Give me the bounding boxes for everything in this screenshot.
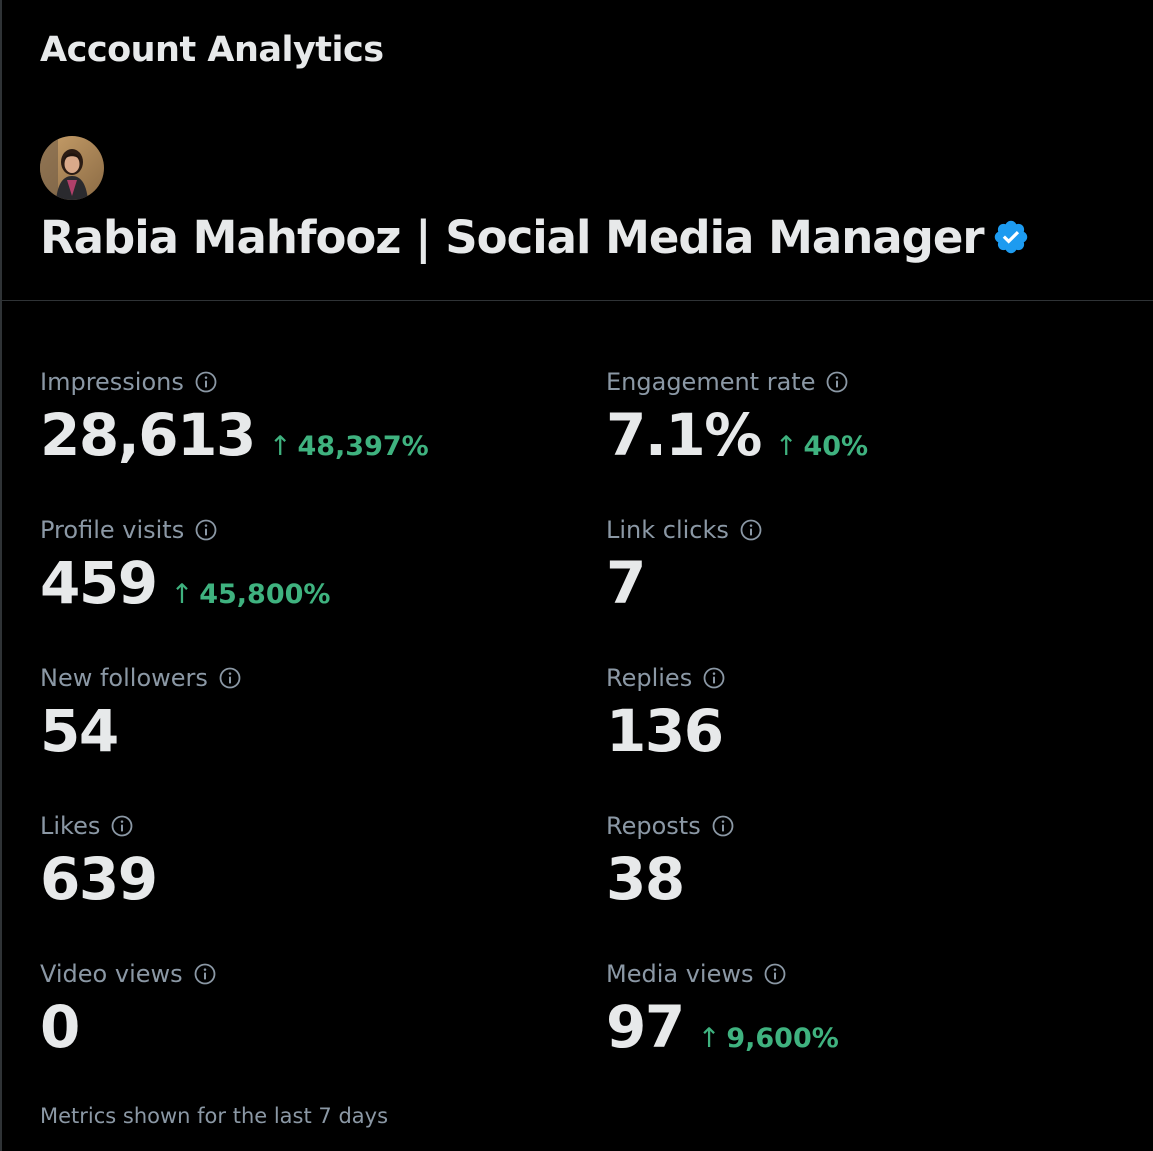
metric-profile-visits: Profile visits 459 ↑ 45,800% [40,514,560,616]
metric-value-row: 136 [606,698,1126,764]
metric-new-followers: New followers 54 [40,662,560,764]
metric-change: ↑ 45,800% [171,579,331,610]
metric-label-row: Impressions [40,366,560,398]
avatar-photo [40,136,104,200]
metric-label: Replies [606,664,693,692]
metric-value: 459 [40,549,158,617]
info-icon[interactable] [825,370,849,394]
metric-value-row: 639 [40,846,560,912]
section-divider [2,300,1153,301]
metric-value-row: 54 [40,698,560,764]
metric-label-row: New followers [40,662,560,694]
metric-value: 97 [606,993,685,1061]
arrow-up-icon: ↑ [268,431,292,462]
info-icon[interactable] [702,666,726,690]
metric-change-value: 45,800% [199,579,331,610]
metric-label: Impressions [40,368,184,396]
metric-impressions: Impressions 28,613 ↑ 48,397% [40,366,560,468]
metric-value: 136 [606,697,724,765]
metric-label-row: Reposts [606,810,1126,842]
metric-label-row: Video views [40,958,560,990]
metric-media-views: Media views 97 ↑ 9,600% [606,958,1126,1060]
metric-label: Engagement rate [606,368,816,396]
verified-badge-icon [992,218,1030,256]
metric-label: Likes [40,812,101,840]
metric-change-value: 48,397% [297,431,429,462]
metric-label: New followers [40,664,208,692]
metric-label-row: Media views [606,958,1126,990]
info-icon[interactable] [193,962,217,986]
metric-value: 639 [40,845,158,913]
info-icon[interactable] [218,666,242,690]
metric-value: 28,613 [40,401,256,469]
metric-change: ↑ 48,397% [269,431,429,462]
info-icon[interactable] [763,962,787,986]
metric-label-row: Engagement rate [606,366,1126,398]
metrics-period-note: Metrics shown for the last 7 days [40,1104,389,1128]
metric-label: Reposts [606,812,701,840]
metric-value-row: 0 [40,994,560,1060]
metric-change: ↑ 40% [775,431,868,462]
metric-value: 7.1% [606,401,762,469]
metric-change-value: 9,600% [726,1023,839,1054]
metric-link-clicks: Link clicks 7 [606,514,1126,616]
info-icon[interactable] [194,370,218,394]
metric-value: 7 [606,549,646,617]
account-header: Rabia Mahfooz | Social Media Manager [40,205,1030,269]
arrow-up-icon: ↑ [697,1023,721,1054]
metric-video-views: Video views 0 [40,958,560,1060]
metric-value-row: 7.1% ↑ 40% [606,402,1126,468]
metric-engagement-rate: Engagement rate 7.1% ↑ 40% [606,366,1126,468]
avatar[interactable] [40,136,104,200]
arrow-up-icon: ↑ [774,431,798,462]
metric-likes: Likes 639 [40,810,560,912]
metric-label: Media views [606,960,754,988]
metric-label-row: Likes [40,810,560,842]
metric-value-row: 28,613 ↑ 48,397% [40,402,560,468]
metric-value-row: 38 [606,846,1126,912]
metric-value: 54 [40,697,119,765]
metric-value-row: 7 [606,550,1126,616]
metric-label-row: Replies [606,662,1126,694]
info-icon[interactable] [110,814,134,838]
metric-value-row: 97 ↑ 9,600% [606,994,1126,1060]
page-title: Account Analytics [40,30,384,70]
metric-value: 38 [606,845,685,913]
metric-replies: Replies 136 [606,662,1126,764]
metric-label: Link clicks [606,516,729,544]
metric-label-row: Link clicks [606,514,1126,546]
metric-label: Video views [40,960,183,988]
metric-change-value: 40% [803,431,869,462]
metric-value: 0 [40,993,80,1061]
info-icon[interactable] [194,518,218,542]
info-icon[interactable] [739,518,763,542]
metric-reposts: Reposts 38 [606,810,1126,912]
metric-change: ↑ 9,600% [698,1023,839,1054]
account-name[interactable]: Rabia Mahfooz | Social Media Manager [40,210,985,264]
info-icon[interactable] [711,814,735,838]
metric-label: Profile visits [40,516,185,544]
metric-label-row: Profile visits [40,514,560,546]
metric-value-row: 459 ↑ 45,800% [40,550,560,616]
arrow-up-icon: ↑ [170,579,194,610]
